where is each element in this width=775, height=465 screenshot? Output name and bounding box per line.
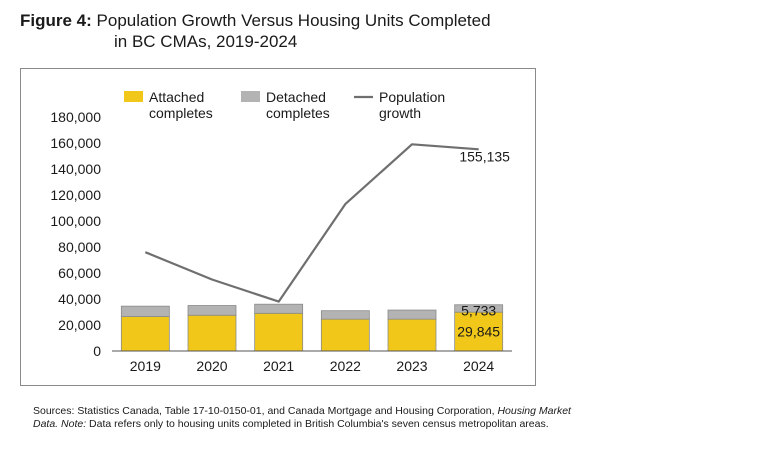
y-tick-label: 0 xyxy=(93,343,101,359)
x-tick-label: 2020 xyxy=(196,358,227,374)
bar-detached-completes xyxy=(387,309,437,320)
legend-label: Attached xyxy=(149,89,204,105)
x-tick-label: 2023 xyxy=(396,358,427,374)
legend-label: completes xyxy=(266,105,330,121)
legend-swatch xyxy=(241,91,260,102)
bar-detached-completes xyxy=(120,305,170,317)
bar-detached-completes xyxy=(320,310,370,320)
bar-attached-completes xyxy=(320,318,370,352)
x-tick-label: 2019 xyxy=(130,358,161,374)
bar-attached-completes xyxy=(187,314,237,352)
bar-detached-completes xyxy=(254,303,304,314)
bar-detached-completes xyxy=(187,305,237,316)
bar-attached-completes xyxy=(387,318,437,352)
title-line-1: Population Growth Versus Housing Units C… xyxy=(96,11,491,30)
y-tick-label: 40,000 xyxy=(58,291,101,307)
x-tick-label: 2024 xyxy=(463,358,494,374)
y-tick-label: 140,000 xyxy=(50,161,101,177)
bar-detached-completes xyxy=(454,304,504,313)
y-tick-label: 120,000 xyxy=(50,187,101,203)
y-tick-label: 80,000 xyxy=(58,239,101,255)
x-tick-label: 2022 xyxy=(330,358,361,374)
title-line-2: in BC CMAs, 2019-2024 xyxy=(114,32,298,51)
legend-label: Population xyxy=(379,89,445,105)
bar-attached-completes xyxy=(254,312,304,352)
data-label: 29,845 xyxy=(457,324,500,340)
legend-label: growth xyxy=(379,105,421,121)
data-label: 5,733 xyxy=(461,303,496,319)
bar-attached-completes xyxy=(120,316,170,352)
legend-swatch xyxy=(124,91,143,102)
legend-label: completes xyxy=(149,105,213,121)
y-tick-label: 20,000 xyxy=(58,317,101,333)
data-label: 155,135 xyxy=(459,148,510,164)
figure-label: Figure 4: xyxy=(20,11,92,30)
y-tick-label: 180,000 xyxy=(50,109,101,125)
y-tick-label: 60,000 xyxy=(58,265,101,281)
line-population-growth xyxy=(144,143,479,303)
x-tick-label: 2021 xyxy=(263,358,294,374)
source-note: Sources: Statistics Canada, Table 17-10-… xyxy=(33,405,571,430)
legend-label: Detached xyxy=(266,89,326,105)
y-tick-label: 100,000 xyxy=(50,213,101,229)
chart-title: Figure 4: Population Growth Versus Housi… xyxy=(20,10,580,52)
chart-frame xyxy=(20,68,536,386)
y-tick-label: 160,000 xyxy=(50,135,101,151)
